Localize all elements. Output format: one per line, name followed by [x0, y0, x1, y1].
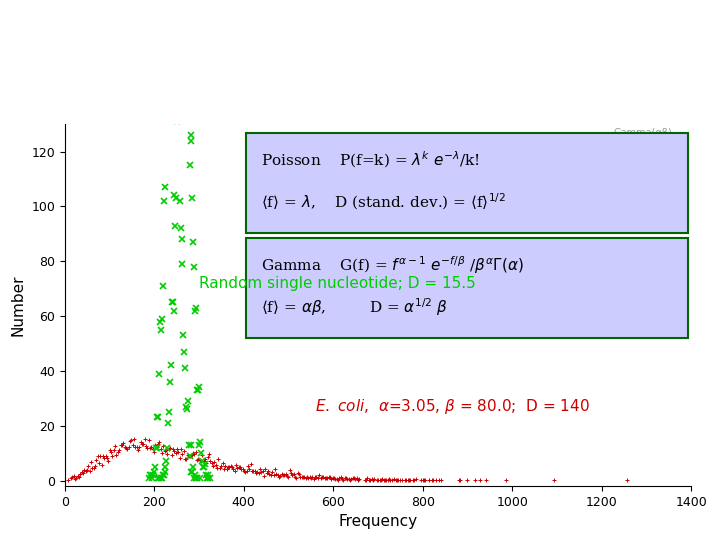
- Text: If genome grows randomly by single: If genome grows randomly by single: [94, 16, 626, 44]
- FancyBboxPatch shape: [246, 238, 688, 338]
- X-axis label: Frequency: Frequency: [338, 514, 418, 529]
- FancyBboxPatch shape: [246, 133, 688, 233]
- Text: nucleotide then distribution is Poisson: nucleotide then distribution is Poisson: [82, 64, 638, 91]
- Text: $\langle$f$\rangle$ = $\lambda$,    D (stand. dev.) = $\langle$f$\rangle^{1/2}$: $\langle$f$\rangle$ = $\lambda$, D (stan…: [261, 191, 505, 212]
- Text: Poisson    P(f=k) = $\lambda^k$ $e^{-\lambda}$/k!: Poisson P(f=k) = $\lambda^k$ $e^{-\lambd…: [261, 150, 480, 170]
- Text: $\it{E.\ coli}$,  $\alpha$=3.05, $\beta$ = 80.0;  D = 140: $\it{E.\ coli}$, $\alpha$=3.05, $\beta$ …: [315, 397, 590, 416]
- Text: Random single nucleotide; D = 15.5: Random single nucleotide; D = 15.5: [199, 276, 476, 291]
- Text: Gamma(αβ): Gamma(αβ): [613, 128, 672, 138]
- Y-axis label: Number: Number: [11, 274, 26, 336]
- Text: $\langle$f$\rangle$ = $\alpha\beta$,         D = $\alpha^{1/2}$ $\beta$: $\langle$f$\rangle$ = $\alpha\beta$, D =…: [261, 296, 448, 318]
- Text: Gamma    G(f) = $f^{\alpha-1}$ $e^{-f/\beta}$ /$\beta^\alpha\Gamma(\alpha)$: Gamma G(f) = $f^{\alpha-1}$ $e^{-f/\beta…: [261, 254, 523, 276]
